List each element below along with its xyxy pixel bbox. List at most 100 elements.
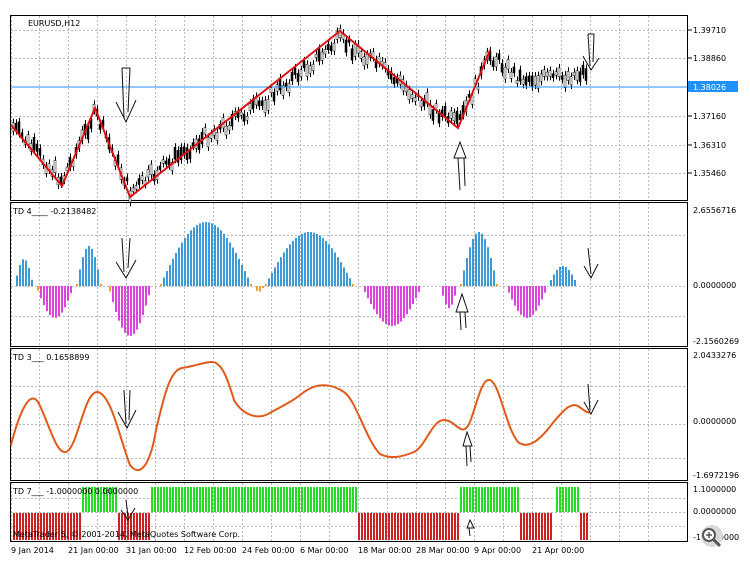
candle-body [215, 132, 219, 141]
td7-bar-up [244, 487, 246, 512]
td4-bar [181, 242, 183, 286]
td4-bar [379, 286, 381, 319]
arrow-up-icon [466, 518, 475, 537]
td7-bar-down [46, 513, 48, 540]
td4-bar [208, 222, 210, 286]
candle-body [551, 73, 555, 79]
candle-body [515, 80, 519, 84]
candle-body [410, 94, 414, 99]
td7-bar-up [265, 487, 267, 512]
td4-bar [313, 232, 315, 286]
candle-body [158, 165, 162, 170]
candle-body [32, 137, 36, 150]
candle-body [503, 66, 507, 80]
td4-bar [370, 286, 372, 304]
td7-bar-up [91, 487, 93, 512]
candle-body [563, 74, 567, 88]
td7-bar-up [274, 487, 276, 512]
td7-bar-down [55, 513, 57, 540]
time-axis-label: 9 Jan 2014 [11, 546, 54, 555]
td7-bar-up [166, 487, 168, 512]
td4-bar [190, 230, 192, 286]
candle-body [146, 169, 150, 178]
td4-bar [367, 286, 369, 299]
zoom-icon[interactable] [701, 525, 723, 548]
td4-bar [25, 260, 27, 286]
candle-body [266, 98, 270, 111]
arrow-down-icon [583, 247, 599, 280]
td4-panel[interactable] [10, 202, 688, 347]
td4-bar [478, 232, 480, 286]
td7-bar-up [319, 487, 321, 512]
td7-bar-down [70, 513, 72, 540]
td4-bar [412, 286, 414, 304]
td3-axis-label: 0.0000000 [693, 417, 736, 426]
td7-bar-down [400, 513, 402, 540]
td4-bar [184, 237, 186, 286]
candle-body [272, 92, 276, 102]
td4-bar [286, 248, 288, 286]
candle-body [524, 76, 528, 86]
td4-bar [28, 267, 30, 286]
td7-bar-up [277, 487, 279, 512]
td4-bar [532, 286, 534, 315]
td7-bar-up [331, 487, 333, 512]
td4-bar [460, 284, 462, 286]
td7-bar-up [88, 487, 90, 512]
candle-body [275, 84, 279, 92]
td7-bar-down [139, 513, 141, 540]
td4-bar [160, 284, 162, 286]
td7-bar-up [106, 487, 108, 512]
candle-body [140, 175, 144, 181]
arrow-down-icon [115, 67, 137, 124]
candle-body [554, 71, 558, 76]
td7-bar-up [502, 487, 504, 512]
td4-bar [394, 286, 396, 326]
td7-bar-down [439, 513, 441, 540]
candle-body [281, 85, 285, 96]
td4-bar [541, 286, 543, 300]
td7-axis-label: 0.0000000 [693, 507, 736, 516]
td7-bar-up [475, 487, 477, 512]
candle-body [131, 187, 135, 192]
candle-body [149, 163, 153, 176]
td4-bar [217, 227, 219, 286]
td7-bar-up [349, 487, 351, 512]
zigzag-line [10, 29, 491, 199]
td7-bar-up [238, 487, 240, 512]
candle-body [164, 160, 168, 165]
td7-panel[interactable] [10, 482, 688, 542]
td4-bar [343, 267, 345, 286]
candle-body [239, 111, 243, 116]
candle-body [569, 76, 573, 86]
td4-bar [109, 286, 111, 292]
arrow-up-icon [462, 430, 473, 467]
td4-bar [187, 233, 189, 286]
candle-body [224, 125, 228, 136]
candle-body [227, 125, 231, 131]
candle-body [584, 68, 588, 81]
td7-bar-down [358, 513, 360, 540]
candle-body [53, 160, 57, 173]
candle-body [65, 166, 69, 172]
price-panel[interactable] [10, 15, 688, 201]
time-axis-label: 12 Feb 00:00 [184, 546, 236, 555]
td4-bar [322, 238, 324, 286]
td4-bar [142, 286, 144, 316]
candle-body [467, 93, 471, 98]
candle-body [290, 72, 294, 82]
candle-body [137, 178, 141, 185]
td7-bar-up [280, 487, 282, 512]
candle-body [431, 109, 435, 121]
td7-bar-down [58, 513, 60, 540]
td3-panel[interactable] [10, 348, 688, 481]
td4-bar [544, 286, 546, 293]
candle-body [242, 113, 246, 122]
td4-bar [247, 277, 249, 286]
candle-body [401, 79, 405, 92]
td4-bar [364, 286, 366, 293]
candle-body [98, 123, 102, 130]
td4-bar [133, 286, 135, 334]
